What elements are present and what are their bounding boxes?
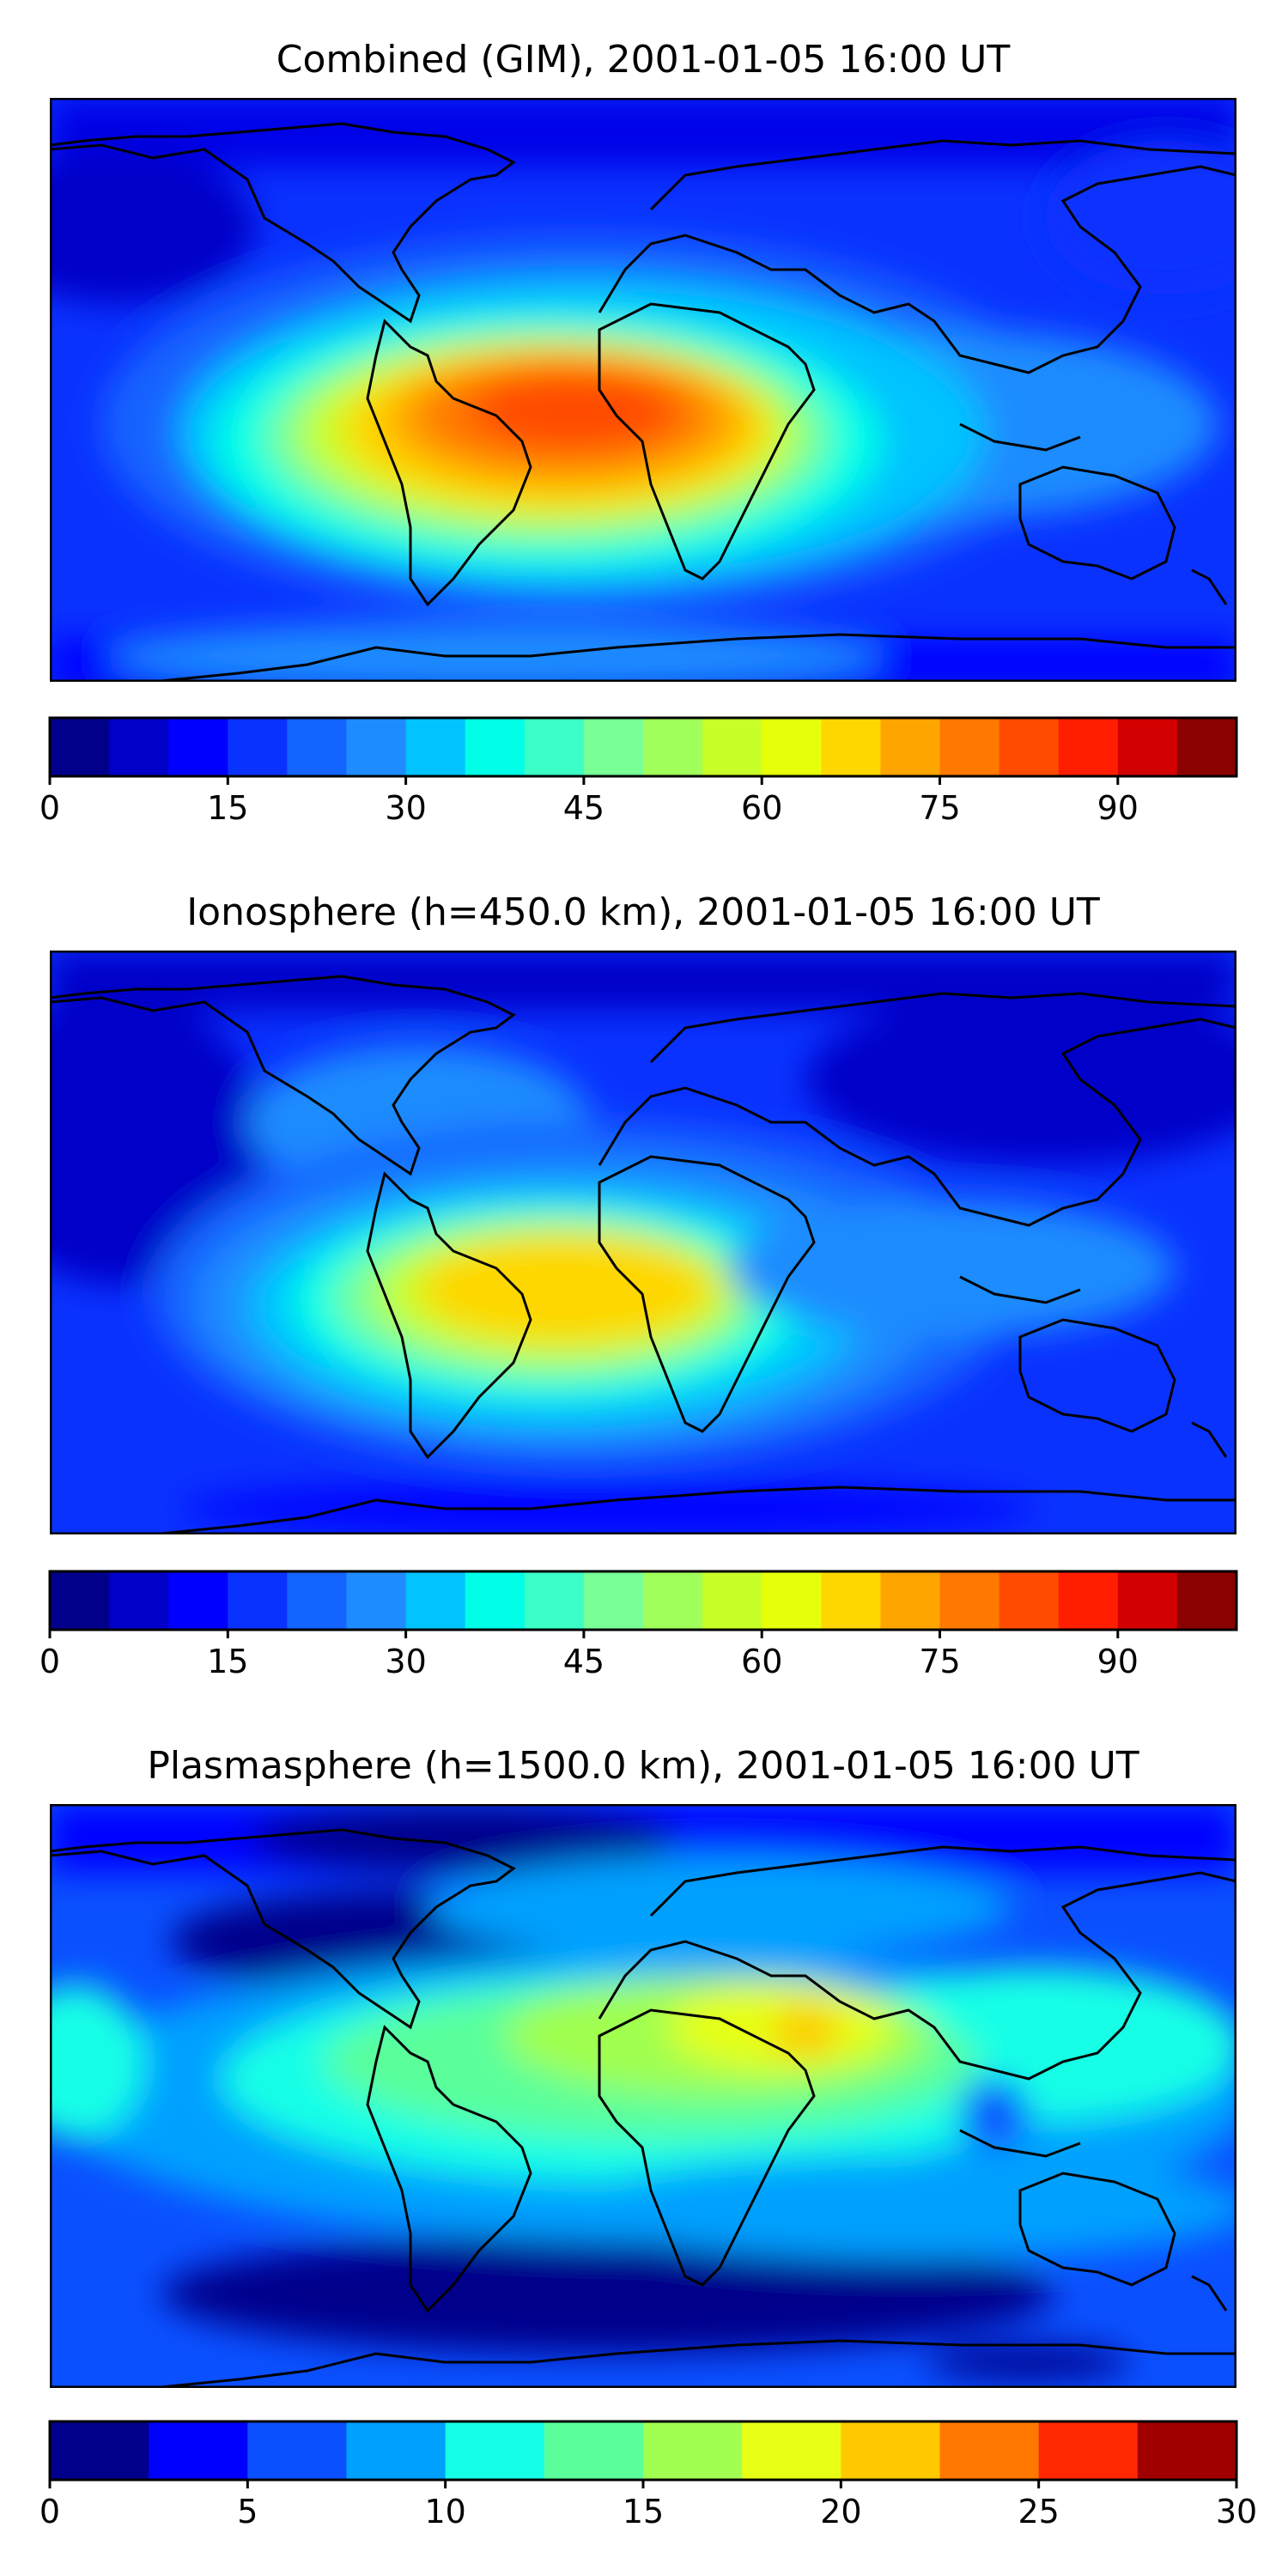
colorbar-1-segment-13: [821, 718, 881, 776]
colorbar-3-segment-2: [247, 2421, 347, 2480]
colorbar-1-segment-15: [939, 718, 1000, 776]
colorbar-1-segment-8: [524, 718, 585, 776]
colorbar-3-segment-10: [1038, 2421, 1139, 2480]
colorbar-2-segment-8: [524, 1571, 585, 1630]
colorbar-1-tick-label: 30: [385, 789, 426, 827]
colorbar-1-tick-label: 0: [39, 789, 60, 827]
colorbar-3-tick-label: 25: [1018, 2493, 1059, 2530]
panel-3-colorbar: 0 5 10 15 20 25 30: [39, 2420, 1257, 2530]
panel-2-map-frame: [50, 951, 1236, 1534]
colorbar-2-segment-17: [1058, 1571, 1119, 1630]
colorbar-1-segment-12: [762, 718, 822, 776]
colorbar-3-tick-label: 20: [820, 2493, 861, 2530]
colorbar-2-tick-label: 45: [563, 1643, 605, 1680]
panel-1-title: Combined (GIM), 2001-01-05 16:00 UT: [276, 38, 1011, 82]
panel-1-map-frame: [50, 98, 1236, 682]
colorbar-1-segment-1: [109, 718, 169, 776]
colorbar-1-segment-9: [583, 718, 644, 776]
colorbar-2-segment-13: [821, 1571, 881, 1630]
colorbar-1-segment-19: [1176, 718, 1237, 776]
colorbar-2-segment-7: [465, 1571, 526, 1630]
colorbar-1-frame: [48, 716, 1238, 778]
colorbar-2-segment-10: [643, 1571, 703, 1630]
colorbar-1-segment-4: [287, 718, 347, 776]
panel-2-title: Ionosphere (h=450.0 km), 2001-01-05 16:0…: [186, 890, 1100, 934]
colorbar-1-segment-18: [1117, 718, 1178, 776]
colorbar-1-tick-label: 60: [741, 789, 782, 827]
colorbar-1-segment-7: [465, 718, 526, 776]
colorbar-3-segment-0: [50, 2421, 149, 2480]
panel-3-title: Plasmasphere (h=1500.0 km), 2001-01-05 1…: [147, 1744, 1139, 1788]
colorbar-3-segment-4: [445, 2421, 545, 2480]
colorbar-2-segment-0: [50, 1571, 110, 1630]
colorbar-2-tick-label: 60: [741, 1643, 782, 1680]
colorbar-2-tick-label: 0: [39, 1643, 60, 1680]
panel-2-coastlines: [50, 975, 1236, 1534]
colorbar-2-tick-label: 90: [1097, 1643, 1139, 1680]
colorbar-1-segment-11: [702, 718, 762, 776]
colorbar-1-segment-6: [405, 718, 466, 776]
colorbar-2-segment-9: [583, 1571, 644, 1630]
colorbar-1-segment-0: [50, 718, 110, 776]
colorbar-3-tick-label: 10: [424, 2493, 465, 2530]
colorbar-3-tick-label: 5: [237, 2493, 258, 2530]
colorbar-2-segment-6: [405, 1571, 466, 1630]
colorbar-1-segment-3: [228, 718, 288, 776]
colorbar-2-segment-15: [939, 1571, 1000, 1630]
colorbar-1-segment-14: [880, 718, 940, 776]
colorbar-1-tick-label: 90: [1097, 789, 1139, 827]
colorbar-2-segment-5: [346, 1571, 407, 1630]
colorbar-2-segment-18: [1117, 1571, 1178, 1630]
colorbar-3-segment-1: [149, 2421, 248, 2480]
colorbar-3-tick-label: 30: [1216, 2493, 1257, 2530]
colorbar-2-frame: [48, 1570, 1238, 1631]
colorbar-2-segment-2: [168, 1571, 228, 1630]
panel-3-coastlines: [50, 1828, 1236, 2388]
colorbar-1-segment-10: [643, 718, 703, 776]
colorbar-2-segment-14: [880, 1571, 940, 1630]
colorbar-3-segment-8: [841, 2421, 940, 2480]
colorbar-2-segment-16: [999, 1571, 1060, 1630]
panel-2-map: [50, 951, 1236, 1534]
colorbar-2-segment-3: [228, 1571, 288, 1630]
colorbar-3-segment-11: [1137, 2421, 1237, 2480]
panel-1-colorbar: 0 15 30 45 60 75 90: [39, 716, 1238, 827]
colorbar-1-tick-label: 75: [919, 789, 960, 827]
colorbar-2-segment-4: [287, 1571, 347, 1630]
colorbar-1-segment-5: [346, 718, 407, 776]
colorbar-1-segment-17: [1058, 718, 1119, 776]
colorbar-2-segment-1: [109, 1571, 169, 1630]
panel-1-coastlines: [50, 122, 1236, 682]
panel-1-map: [50, 98, 1236, 682]
colorbar-3-segment-6: [643, 2421, 743, 2480]
panel-2-colorbar: 0 15 30 45 60 75 90: [39, 1570, 1238, 1680]
colorbar-3-segment-5: [544, 2421, 644, 2480]
colorbar-1-segment-16: [999, 718, 1060, 776]
colorbar-3-tick-label: 15: [623, 2493, 664, 2530]
colorbar-2-tick-label: 75: [919, 1643, 960, 1680]
colorbar-1-tick-label: 45: [563, 789, 605, 827]
colorbar-2-segment-12: [762, 1571, 822, 1630]
panel-3-map: [50, 1804, 1236, 2388]
colorbar-2-segment-19: [1176, 1571, 1237, 1630]
colorbar-3-tick-label: 0: [39, 2493, 60, 2530]
colorbar-2-tick-label: 30: [385, 1643, 426, 1680]
colorbar-2-segment-11: [702, 1571, 762, 1630]
colorbar-2-tick-label: 15: [207, 1643, 248, 1680]
colorbar-1-segment-2: [168, 718, 228, 776]
colorbar-1-tick-label: 15: [207, 789, 248, 827]
colorbar-3-segment-9: [939, 2421, 1040, 2480]
panel-3-map-frame: [50, 1804, 1236, 2388]
colorbar-3-segment-7: [742, 2421, 841, 2480]
colorbar-3-segment-3: [346, 2421, 447, 2480]
